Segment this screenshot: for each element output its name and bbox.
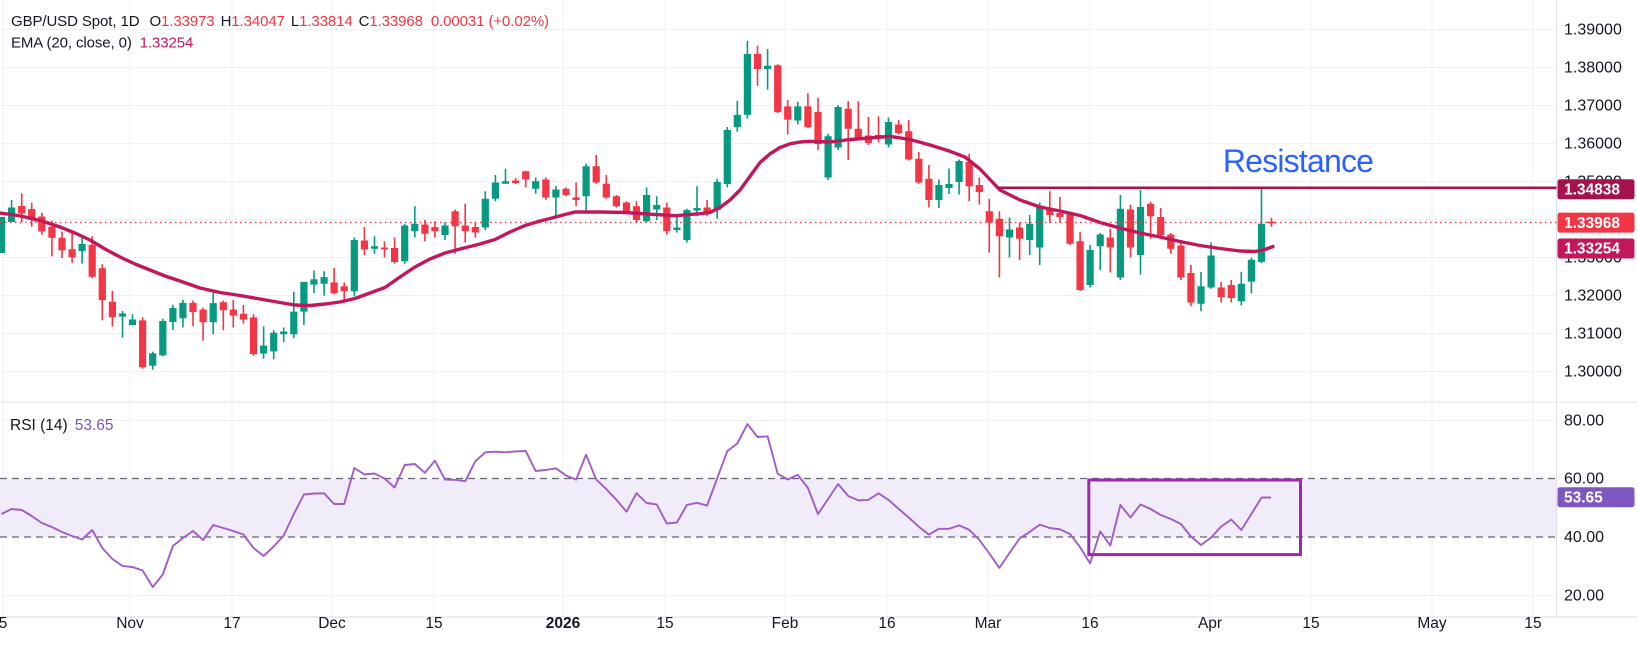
svg-text:16: 16 [1081, 615, 1098, 632]
svg-text:1.34838: 1.34838 [1564, 182, 1620, 199]
svg-text:1.36000: 1.36000 [1564, 136, 1622, 153]
svg-text:1.39000: 1.39000 [1564, 22, 1622, 39]
svg-text:17: 17 [223, 615, 240, 632]
svg-text:Mar: Mar [975, 615, 1002, 632]
svg-text:1.37000: 1.37000 [1564, 98, 1622, 115]
svg-text:40.00: 40.00 [1564, 529, 1604, 546]
svg-text:1.33254: 1.33254 [1564, 241, 1620, 258]
svg-text:Apr: Apr [1198, 615, 1222, 632]
svg-text:20.00: 20.00 [1564, 588, 1604, 605]
svg-text:5: 5 [0, 615, 7, 632]
svg-text:15: 15 [425, 615, 442, 632]
svg-text:1.31000: 1.31000 [1564, 326, 1622, 343]
svg-text:16: 16 [878, 615, 895, 632]
svg-text:80.00: 80.00 [1564, 413, 1604, 430]
svg-text:1.38000: 1.38000 [1564, 60, 1622, 77]
svg-text:Dec: Dec [318, 615, 346, 632]
svg-text:15: 15 [1524, 615, 1541, 632]
svg-text:Nov: Nov [116, 615, 144, 632]
svg-text:1.32000: 1.32000 [1564, 288, 1622, 305]
svg-text:15: 15 [1302, 615, 1319, 632]
svg-text:53.65: 53.65 [1564, 489, 1603, 506]
svg-text:Resistance: Resistance [1223, 143, 1373, 179]
svg-text:60.00: 60.00 [1564, 471, 1604, 488]
svg-text:1.30000: 1.30000 [1564, 364, 1622, 381]
svg-text:RSI (14)53.65: RSI (14) 53.65 [10, 417, 114, 434]
svg-text:Feb: Feb [772, 615, 799, 632]
svg-text:2026: 2026 [546, 615, 581, 632]
svg-text:1.33968: 1.33968 [1564, 215, 1620, 232]
svg-text:May: May [1417, 615, 1447, 632]
svg-text:EMA (20, close, 0)1.33254: EMA (20, close, 0) 1.33254 [11, 35, 193, 52]
svg-text:15: 15 [656, 615, 673, 632]
